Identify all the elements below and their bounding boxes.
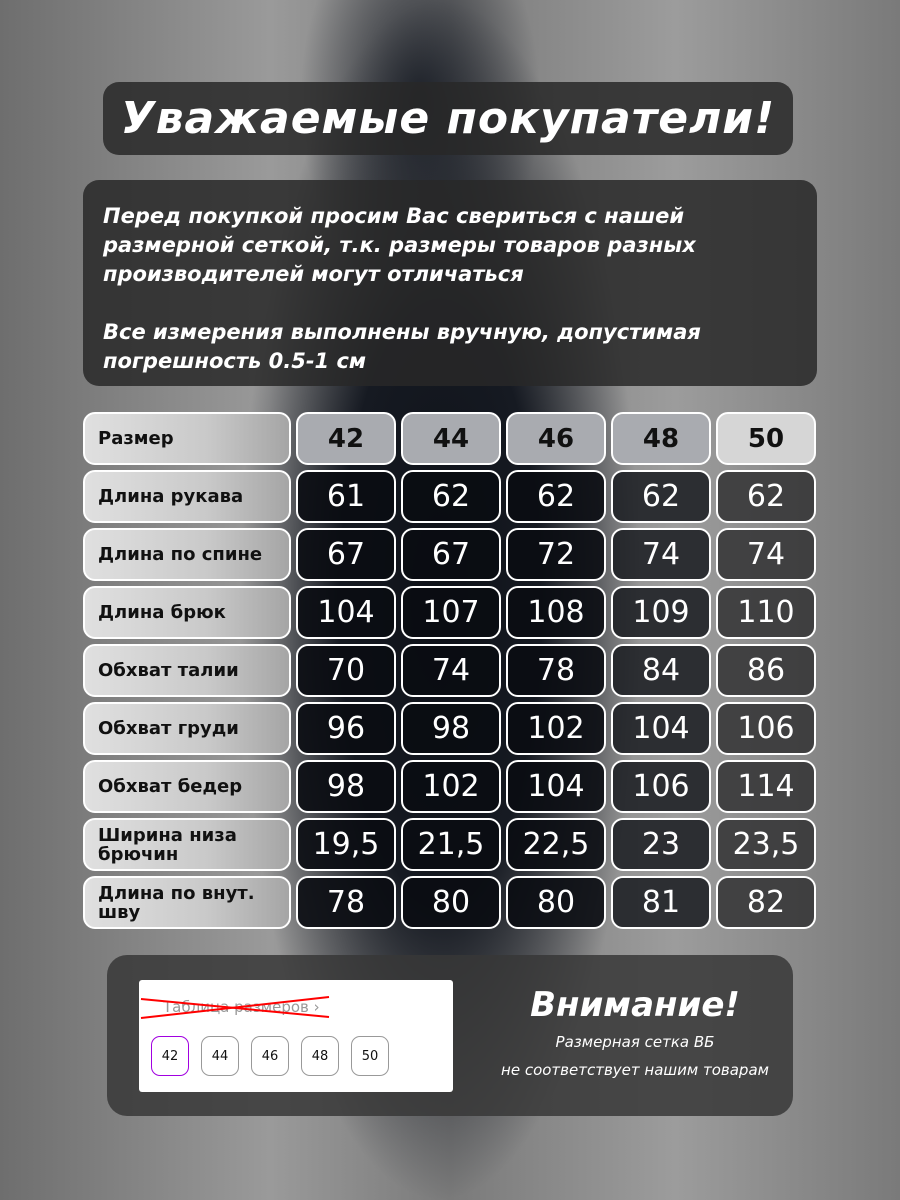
value-cell: 86 [716,644,816,697]
size-header-cell: 44 [401,412,501,465]
value-cell: 106 [716,702,816,755]
row-label: Ширина низа брючин [83,818,291,871]
value-cell: 104 [611,702,711,755]
value-cell: 70 [296,644,396,697]
value-cell: 78 [296,876,396,929]
wb-size-option: 46 [251,1036,289,1076]
value-cell: 96 [296,702,396,755]
value-cell: 67 [401,528,501,581]
value-cell: 23 [611,818,711,871]
row-label: Длина брюк [83,586,291,639]
wb-size-option: 44 [201,1036,239,1076]
value-cell: 106 [611,760,711,813]
value-cell: 104 [296,586,396,639]
value-cell: 98 [296,760,396,813]
page-title: Уважаемые покупатели! [103,82,793,155]
row-label: Обхват талии [83,644,291,697]
info-text-2: Все измерения выполнены вручную, допусти… [103,320,701,373]
attention-heading: Внимание! [530,985,740,1025]
value-cell: 78 [506,644,606,697]
row-label: Длина по спине [83,528,291,581]
wb-size-option: 42 [151,1036,189,1076]
header-label: Размер [83,412,291,465]
value-cell: 110 [716,586,816,639]
value-cell: 80 [506,876,606,929]
size-header-cell: 46 [506,412,606,465]
size-header-cell: 48 [611,412,711,465]
attention-block: Внимание! Размерная сетка ВБ не соответс… [490,985,780,1081]
value-cell: 19,5 [296,818,396,871]
attention-line-1: Размерная сетка ВБ [555,1033,715,1051]
value-cell: 107 [401,586,501,639]
info-text-1: Перед покупкой просим Вас свериться с на… [103,204,696,286]
wb-size-option: 48 [301,1036,339,1076]
value-cell: 23,5 [716,818,816,871]
row-label: Обхват бедер [83,760,291,813]
row-label: Длина по внут. шву [83,876,291,929]
value-cell: 72 [506,528,606,581]
value-cell: 102 [401,760,501,813]
value-cell: 98 [401,702,501,755]
info-box: Перед покупкой просим Вас свериться с на… [83,180,817,386]
value-cell: 109 [611,586,711,639]
value-cell: 22,5 [506,818,606,871]
wb-size-option: 50 [351,1036,389,1076]
value-cell: 82 [716,876,816,929]
value-cell: 80 [401,876,501,929]
value-cell: 74 [401,644,501,697]
value-cell: 62 [506,470,606,523]
value-cell: 21,5 [401,818,501,871]
row-label: Обхват груди [83,702,291,755]
value-cell: 114 [716,760,816,813]
value-cell: 108 [506,586,606,639]
attention-line-2: не соответствует нашим товарам [501,1061,769,1079]
value-cell: 61 [296,470,396,523]
value-cell: 104 [506,760,606,813]
row-label: Длина рукава [83,470,291,523]
value-cell: 62 [716,470,816,523]
value-cell: 84 [611,644,711,697]
value-cell: 74 [716,528,816,581]
value-cell: 67 [296,528,396,581]
cross-out-icon [140,996,330,1019]
value-cell: 62 [401,470,501,523]
size-header-cell: 42 [296,412,396,465]
value-cell: 74 [611,528,711,581]
size-header-cell: 50 [716,412,816,465]
value-cell: 62 [611,470,711,523]
value-cell: 81 [611,876,711,929]
value-cell: 102 [506,702,606,755]
